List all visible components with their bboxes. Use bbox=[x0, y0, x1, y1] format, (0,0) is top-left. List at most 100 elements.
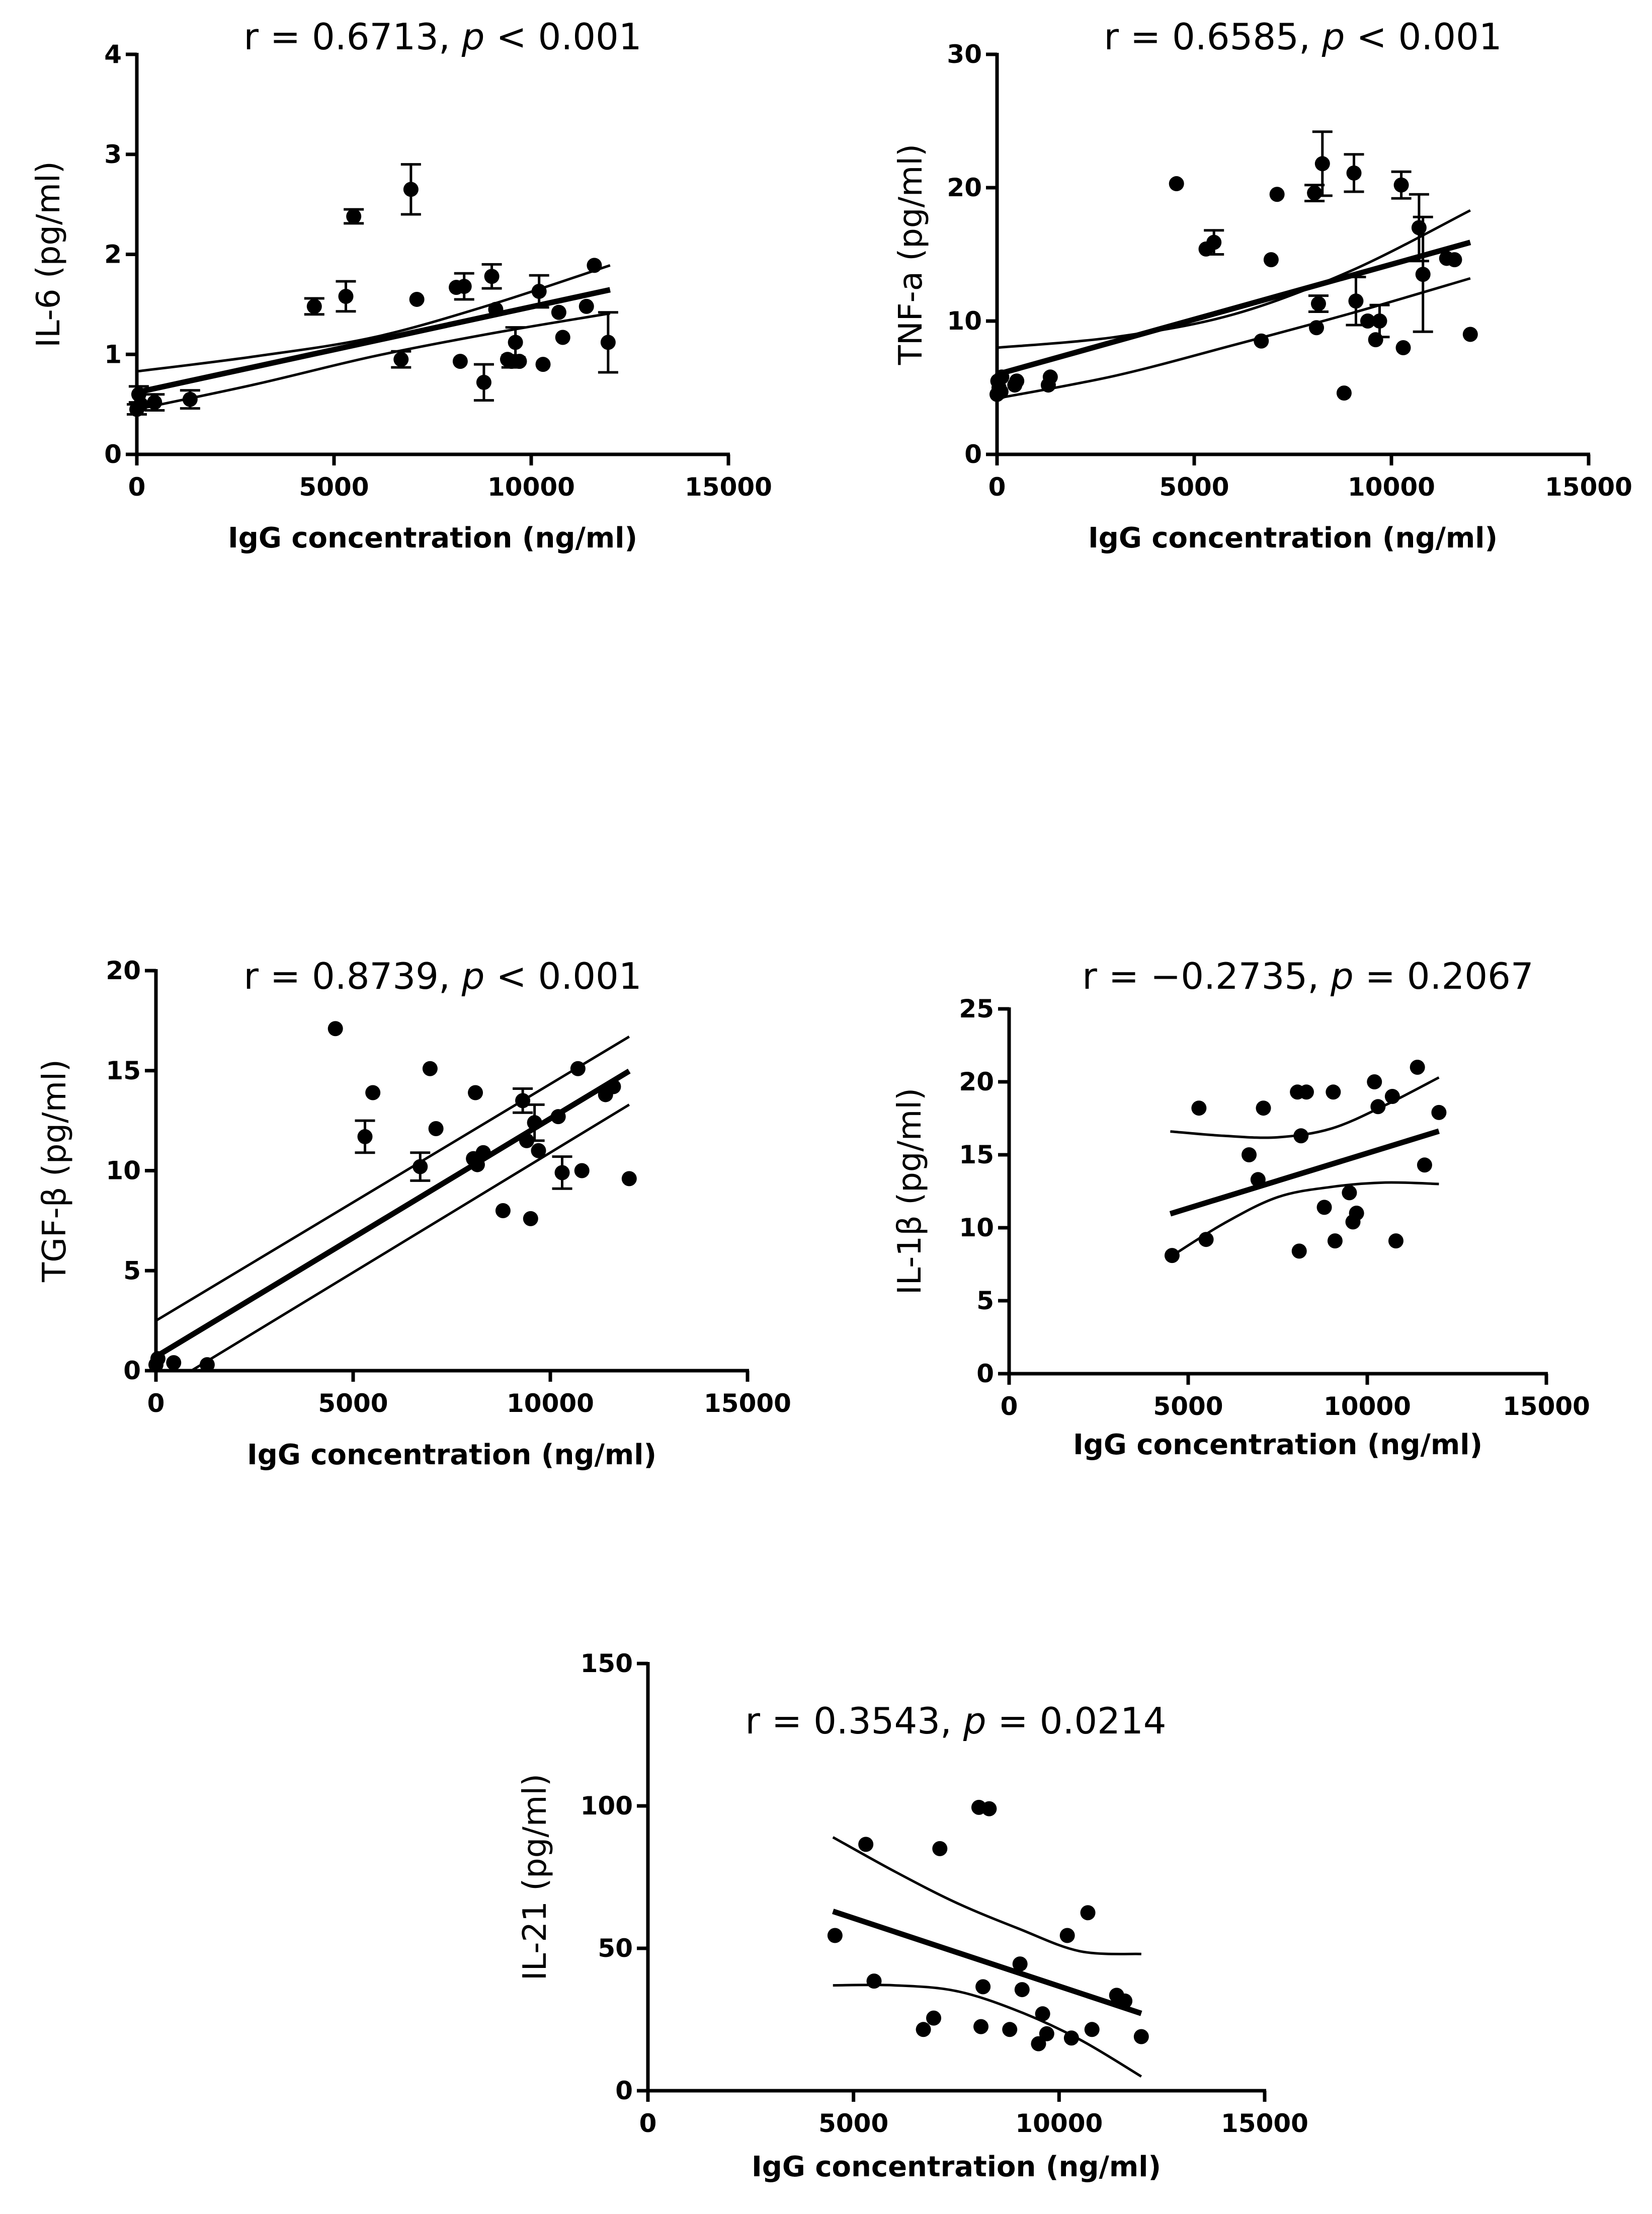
data-point bbox=[1250, 1172, 1266, 1188]
data-point bbox=[1191, 1100, 1207, 1116]
data-point bbox=[535, 357, 551, 372]
stat-p: < 0.001 bbox=[484, 16, 641, 58]
data-point bbox=[515, 1093, 531, 1109]
data-point bbox=[606, 1079, 621, 1094]
data-point bbox=[1242, 1147, 1257, 1162]
x-tick-label: 0 bbox=[147, 1389, 165, 1418]
data-point bbox=[1009, 373, 1025, 389]
data-point bbox=[1417, 1157, 1432, 1173]
data-point bbox=[1256, 1100, 1271, 1116]
data-point bbox=[1309, 320, 1325, 336]
y-tick-label: 15 bbox=[106, 1056, 141, 1085]
chart-panel-5: 0 50 100 150 0 5000 10000 15000 IgG concentratio… bbox=[517, 1649, 1308, 2183]
data-point bbox=[1316, 1200, 1332, 1215]
data-point bbox=[1035, 2006, 1050, 2022]
data-point bbox=[973, 2019, 989, 2034]
stat-p-symbol: p bbox=[1330, 955, 1354, 997]
data-point bbox=[1307, 185, 1323, 201]
data-point bbox=[338, 288, 354, 304]
data-point bbox=[456, 279, 472, 294]
data-point bbox=[551, 304, 566, 320]
y-tick-label: 50 bbox=[598, 1934, 633, 1963]
x-tick-label: 0 bbox=[639, 2109, 657, 2138]
y-tick-label: 4 bbox=[104, 40, 122, 69]
y-tick-label: 0 bbox=[964, 440, 982, 469]
chart-panel-1: 0 1 2 3 4 0 5000 10000 15000 IgG concentration (n… bbox=[30, 16, 772, 555]
data-point bbox=[531, 1143, 546, 1158]
stat-p: < 0.001 bbox=[484, 955, 641, 997]
chart-panel-3: 0 5 10 15 20 0 5000 10000 15000 IgG concentration… bbox=[36, 955, 791, 1471]
data-point bbox=[452, 354, 468, 369]
ci-lower-band bbox=[1170, 1181, 1439, 1258]
data-point bbox=[1031, 2036, 1046, 2051]
data-point bbox=[916, 2022, 931, 2037]
data-point bbox=[527, 1115, 542, 1131]
data-point bbox=[166, 1355, 182, 1371]
x-tick-label: 10000 bbox=[1015, 2109, 1103, 2138]
data-point bbox=[1263, 252, 1279, 268]
data-point bbox=[409, 291, 425, 307]
x-tick-label: 15000 bbox=[1221, 2109, 1308, 2138]
correlation-stat: r = −0.2735, p = 0.2067 bbox=[1082, 955, 1533, 997]
data-point bbox=[1372, 313, 1387, 329]
data-point bbox=[932, 1841, 948, 1856]
data-point bbox=[1346, 165, 1362, 181]
y-tick-label: 2 bbox=[104, 240, 122, 269]
y-tick-label: 0 bbox=[123, 1356, 141, 1385]
x-tick-label: 5000 bbox=[1159, 472, 1229, 502]
data-point bbox=[1002, 2022, 1018, 2037]
data-point bbox=[412, 1159, 428, 1174]
data-point bbox=[1360, 313, 1375, 329]
x-axis-label: IgG concentration (ng/ml) bbox=[228, 522, 637, 555]
x-tick-label: 15000 bbox=[685, 472, 772, 502]
y-tick-label: 20 bbox=[959, 1067, 994, 1096]
stat-p: < 0.001 bbox=[1345, 16, 1502, 58]
data-point bbox=[327, 1021, 343, 1037]
data-point bbox=[570, 1061, 586, 1076]
y-tick-label: 100 bbox=[581, 1791, 633, 1821]
correlation-stat: r = 0.3543, p = 0.0214 bbox=[745, 1700, 1166, 1742]
y-tick-label: 1 bbox=[104, 340, 122, 369]
x-tick-label: 5000 bbox=[299, 472, 369, 502]
data-point bbox=[1447, 252, 1462, 268]
data-point bbox=[1254, 333, 1269, 349]
x-tick-label: 5000 bbox=[818, 2109, 888, 2138]
data-point bbox=[182, 391, 198, 407]
data-point bbox=[858, 1837, 874, 1852]
data-point bbox=[1293, 1128, 1309, 1144]
data-point bbox=[1291, 1243, 1307, 1259]
data-point bbox=[1395, 340, 1411, 355]
ci-lower-band bbox=[136, 312, 611, 411]
y-tick-label: 25 bbox=[959, 994, 994, 1023]
data-point bbox=[523, 1211, 538, 1226]
data-point bbox=[469, 1157, 485, 1172]
data-point bbox=[1206, 234, 1222, 250]
data-point bbox=[1042, 369, 1058, 385]
data-point bbox=[1298, 1084, 1314, 1100]
data-point bbox=[199, 1357, 215, 1373]
data-point bbox=[1059, 1928, 1075, 1943]
ci-upper-band bbox=[832, 1836, 1141, 1955]
data-point bbox=[975, 1979, 991, 1995]
y-tick-label: 30 bbox=[947, 40, 982, 69]
data-point bbox=[1014, 1982, 1030, 1998]
data-point bbox=[555, 330, 570, 345]
data-point bbox=[357, 1129, 373, 1144]
data-point bbox=[1393, 177, 1409, 193]
x-tick-label: 10000 bbox=[487, 472, 575, 502]
y-tick-label: 20 bbox=[947, 173, 982, 202]
x-tick-label: 10000 bbox=[507, 1389, 594, 1418]
x-tick-label: 10000 bbox=[1348, 472, 1435, 502]
data-point bbox=[574, 1163, 590, 1178]
data-point bbox=[1388, 1233, 1403, 1249]
y-tick-label: 10 bbox=[106, 1156, 141, 1185]
y-tick-label: 15 bbox=[959, 1140, 994, 1169]
ci-lower-band bbox=[833, 1984, 1142, 2078]
regression-line bbox=[154, 1068, 631, 1359]
data-point bbox=[1269, 187, 1285, 202]
stat-r: r = 0.6585, bbox=[1104, 16, 1321, 58]
data-point bbox=[484, 269, 500, 284]
data-point bbox=[1133, 2029, 1149, 2044]
data-point bbox=[1368, 332, 1383, 348]
stat-p-symbol: p bbox=[461, 16, 485, 58]
